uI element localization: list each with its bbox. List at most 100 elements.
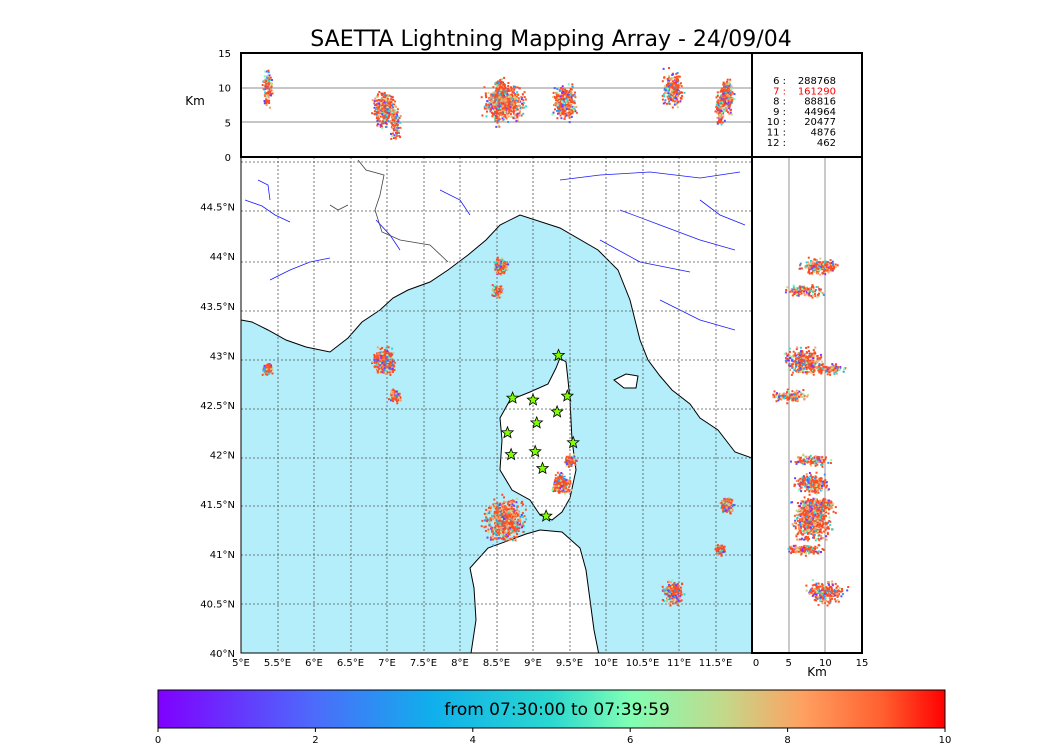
top-flash — [492, 102, 495, 104]
map-flash — [502, 536, 505, 539]
top-flash — [557, 112, 559, 115]
map-flash — [558, 477, 561, 480]
map-flash — [517, 521, 520, 524]
map-flash — [381, 364, 384, 367]
map-flash — [727, 502, 730, 505]
top-flash — [724, 92, 727, 95]
map-flash — [507, 538, 510, 541]
top-flash — [556, 91, 559, 94]
map-flash — [500, 509, 503, 512]
top-flash — [494, 99, 497, 102]
top-flash — [729, 86, 732, 89]
top-flash — [681, 95, 684, 97]
map-flash — [384, 359, 387, 362]
top-flash — [500, 88, 503, 91]
map-flash — [563, 491, 566, 493]
map-flash — [667, 580, 670, 583]
top-flash — [480, 96, 483, 99]
top-flash — [668, 79, 670, 82]
map-flash — [497, 511, 500, 514]
map-flash — [565, 482, 568, 485]
map-flash — [515, 501, 518, 504]
map-flash — [553, 481, 556, 484]
top-flash — [728, 106, 731, 108]
map-flash — [720, 501, 723, 504]
top-flash — [491, 92, 494, 95]
map-flash — [507, 263, 510, 266]
top-flash — [723, 108, 726, 111]
top-flash — [730, 99, 733, 102]
top-flash — [513, 98, 516, 101]
map-flash — [485, 517, 488, 520]
top-flash — [266, 76, 269, 79]
top-flash — [377, 109, 380, 112]
top-flash — [675, 83, 678, 86]
top-flash — [678, 75, 681, 78]
map-flash — [572, 462, 575, 464]
top-flash — [559, 114, 562, 117]
map-flash — [521, 512, 524, 515]
top-flash — [489, 110, 492, 113]
top-flash — [502, 93, 504, 96]
map-flash — [388, 360, 391, 363]
map-flash — [488, 510, 491, 513]
top-flash — [563, 117, 566, 120]
map-flash — [562, 481, 565, 484]
map-flash — [669, 587, 672, 590]
map-flash — [375, 363, 378, 366]
map-flash — [725, 502, 728, 505]
top-flash — [726, 93, 729, 96]
map-flash — [383, 367, 386, 370]
map-flash — [495, 530, 498, 533]
map-flash — [488, 512, 491, 515]
top-flash — [489, 96, 492, 99]
map-flash — [508, 521, 511, 524]
map-flash — [673, 589, 675, 592]
map-flash — [373, 355, 376, 358]
top-flash — [394, 115, 397, 118]
map-flash — [498, 515, 501, 518]
map-flash — [557, 479, 560, 482]
top-flash — [398, 116, 401, 119]
map-flash — [381, 357, 384, 360]
top-flash — [507, 100, 510, 103]
top-flash — [498, 91, 501, 94]
top-flash — [506, 88, 509, 91]
top-flash — [500, 98, 503, 100]
map-flash — [498, 528, 501, 531]
map-flash — [511, 539, 514, 542]
map-flash — [511, 526, 513, 529]
top-flash — [666, 87, 669, 90]
top-flash — [666, 95, 669, 98]
top-flash — [495, 84, 498, 87]
top-flash — [671, 77, 674, 80]
map-flash — [500, 265, 502, 268]
top-flash — [667, 92, 670, 95]
map-flash — [501, 533, 504, 536]
map-flash — [501, 290, 504, 293]
top-flash — [519, 106, 522, 109]
top-flash — [563, 102, 566, 105]
top-flash — [374, 97, 377, 100]
map-flash — [377, 352, 380, 355]
top-flash — [567, 91, 570, 94]
top-flash — [392, 120, 395, 123]
map-flash — [724, 505, 727, 507]
top-flash — [380, 92, 383, 95]
top-flash — [668, 93, 671, 96]
map-flash — [502, 501, 505, 504]
top-flash — [506, 89, 509, 92]
top-flash — [560, 108, 563, 111]
top-flash — [571, 106, 573, 109]
top-flash — [494, 91, 497, 94]
map-flash — [518, 515, 521, 518]
top-flash — [392, 113, 395, 115]
top-flash — [556, 94, 559, 97]
top-flash — [568, 103, 571, 106]
map-flash — [515, 530, 518, 533]
map-flash — [493, 526, 496, 529]
map-flash — [265, 368, 268, 371]
map-flash — [502, 268, 505, 271]
map-flash — [267, 372, 270, 375]
map-flash — [266, 373, 269, 376]
